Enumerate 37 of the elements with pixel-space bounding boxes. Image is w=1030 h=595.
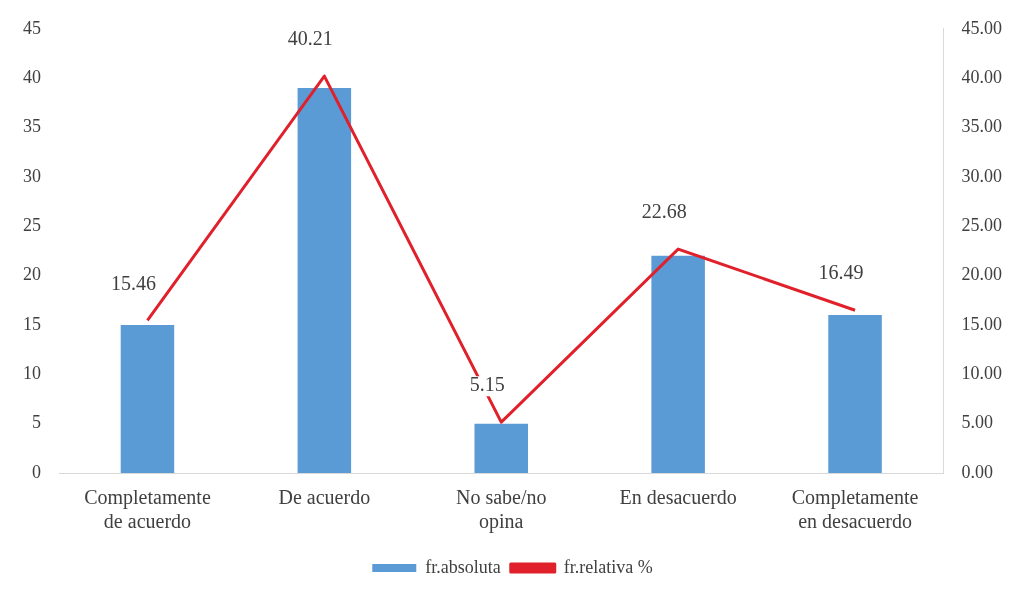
y-tick-label: 5 bbox=[32, 412, 41, 433]
bar bbox=[651, 255, 705, 473]
y2-tick-label: 30.00 bbox=[961, 165, 1002, 186]
x-tick-label: No sabe/no opina bbox=[455, 486, 547, 534]
y2-tick-label: 35.00 bbox=[961, 116, 1002, 137]
y2-tick-label: 20.00 bbox=[961, 264, 1002, 285]
x-tick-label: En desacuerdo bbox=[619, 486, 737, 509]
bar bbox=[297, 88, 352, 473]
data-label: 15.46 bbox=[110, 271, 156, 294]
bar bbox=[474, 423, 529, 473]
x-tick-label: Completamente en desacuerdo bbox=[791, 486, 919, 533]
y-tick-label: 20 bbox=[23, 264, 41, 285]
y2-tick-label: 15.00 bbox=[961, 313, 1002, 334]
y-tick-label: 10 bbox=[23, 363, 41, 384]
y-tick-label: 0 bbox=[32, 461, 41, 482]
y-tick-label: 25 bbox=[23, 214, 41, 235]
y2-tick-label: 10.00 bbox=[961, 363, 1002, 384]
y2-tick-label: 45.00 bbox=[961, 17, 1002, 38]
bar bbox=[828, 315, 882, 473]
x-tick-label: Completamente de acuerdo bbox=[84, 486, 211, 533]
y2-tick-label: 25.00 bbox=[961, 214, 1002, 235]
data-label: 16.49 bbox=[818, 261, 864, 284]
y2-tick-label: 0.00 bbox=[961, 461, 993, 482]
y-tick-label: 15 bbox=[23, 313, 41, 334]
data-label: 40.21 bbox=[287, 27, 333, 50]
data-label: 5.15 bbox=[469, 373, 505, 396]
y-tick-label: 40 bbox=[23, 66, 41, 87]
x-tick-label: De acuerdo bbox=[278, 486, 371, 509]
y-tick-label: 30 bbox=[23, 165, 41, 186]
legend-label: fr.absoluta bbox=[425, 556, 501, 577]
y-tick-label: 35 bbox=[23, 116, 41, 137]
y2-tick-label: 5.00 bbox=[961, 412, 993, 433]
bar bbox=[120, 324, 175, 473]
y2-tick-label: 40.00 bbox=[961, 66, 1002, 87]
y-tick-label: 45 bbox=[23, 17, 41, 38]
legend-label: fr.relativa % bbox=[563, 556, 653, 577]
data-label: 22.68 bbox=[641, 200, 687, 223]
